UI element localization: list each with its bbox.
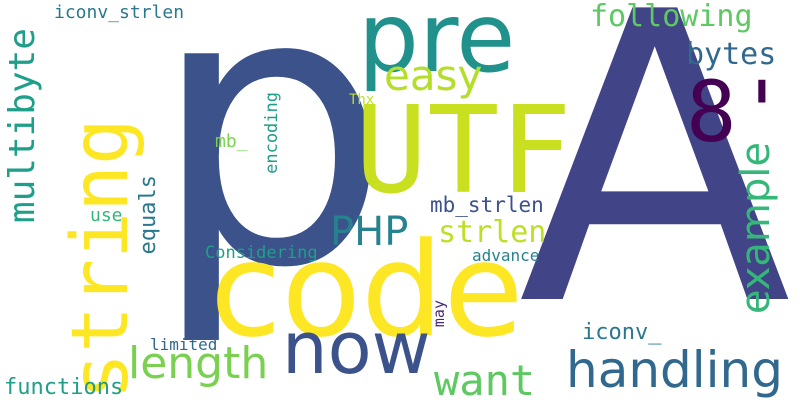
word-example: example <box>733 142 779 315</box>
word-strlen: strlen <box>438 215 547 250</box>
word-easy: easy <box>384 51 483 100</box>
word-p: p <box>150 0 392 351</box>
word-following: following <box>590 0 753 34</box>
word-length: length <box>128 338 269 389</box>
word-utf: UTF <box>355 82 572 221</box>
word-thx: Thx <box>349 92 375 108</box>
word-handling: handling <box>566 341 783 399</box>
word-iconv-underscore: iconv_ <box>582 320 662 345</box>
word-pre: pre <box>358 0 516 94</box>
word-want: want <box>434 356 536 400</box>
word-equals: equals <box>136 175 161 255</box>
word-limited: limited <box>150 335 218 354</box>
word-a-tilde: Ã <box>518 0 792 394</box>
word-encoding: encoding <box>262 92 282 174</box>
word-mb-underscore: mb_ <box>215 131 248 152</box>
word-php: PHP <box>330 209 409 255</box>
word-iconv-strlen: iconv_strlen <box>54 2 185 23</box>
word-considering: Considering <box>205 243 318 263</box>
word-functions: functions <box>4 375 124 400</box>
word-code: code <box>210 214 524 366</box>
word-use: use <box>90 205 123 226</box>
word-bytes: bytes <box>686 37 777 72</box>
word-multibyte: multibyte <box>2 28 43 224</box>
word-now: now <box>282 306 431 390</box>
word-mb-strlen: mb_strlen <box>430 193 544 217</box>
word-eight-quote: 8' <box>686 63 788 161</box>
word-advance: advance <box>472 246 540 265</box>
word-may: may <box>430 300 448 328</box>
